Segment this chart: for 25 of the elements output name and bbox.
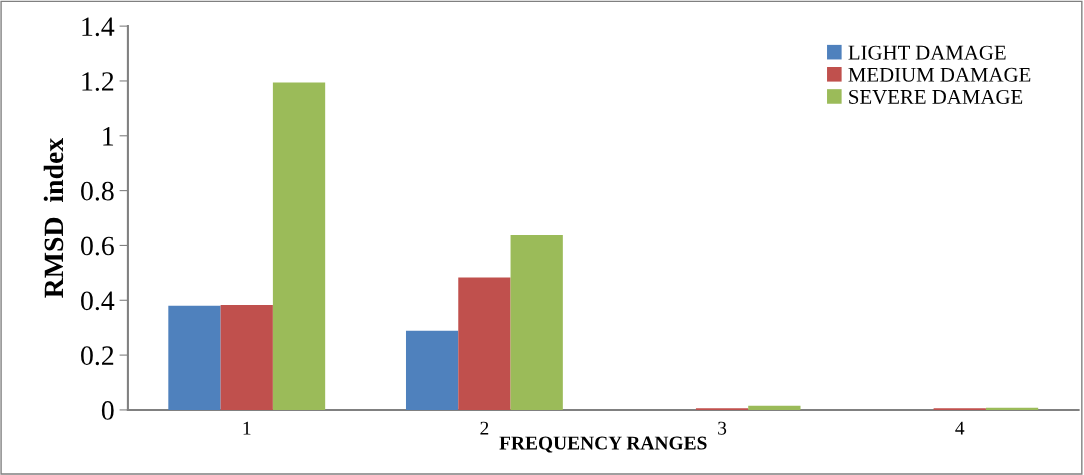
bar [405, 330, 459, 410]
y-tick-label: 1 [103, 127, 114, 146]
y-tick-label: 1.2 [82, 72, 114, 91]
y-tick-label: 0.4 [81, 291, 115, 311]
x-tick-label: 2 [480, 421, 489, 435]
x-tick-label: 3 [718, 421, 727, 435]
y-tick-label: 1.4 [82, 17, 115, 37]
bar [748, 405, 801, 410]
x-tick-label: 1 [243, 421, 251, 435]
y-tick-label: 0.8 [81, 181, 114, 201]
y-tick-label: 0.6 [81, 236, 114, 256]
y-tick-label: 0 [101, 401, 114, 420]
bar [168, 305, 221, 410]
y-axis-title: RMSD index [43, 137, 64, 298]
bar [458, 277, 511, 410]
legend-label: LIGHT DAMAGE [848, 45, 1006, 60]
bar [220, 304, 273, 410]
x-axis-title: FREQUENCY RANGES [499, 436, 707, 453]
legend-label: SEVERE DAMAGE [849, 89, 1023, 105]
bar [272, 82, 326, 410]
legend-label: MEDIUM DAMAGE [848, 67, 1031, 82]
y-tick-label: 0.2 [81, 346, 114, 366]
bar [510, 235, 563, 410]
bar [985, 407, 1039, 410]
x-tick-label: 4 [955, 421, 965, 435]
